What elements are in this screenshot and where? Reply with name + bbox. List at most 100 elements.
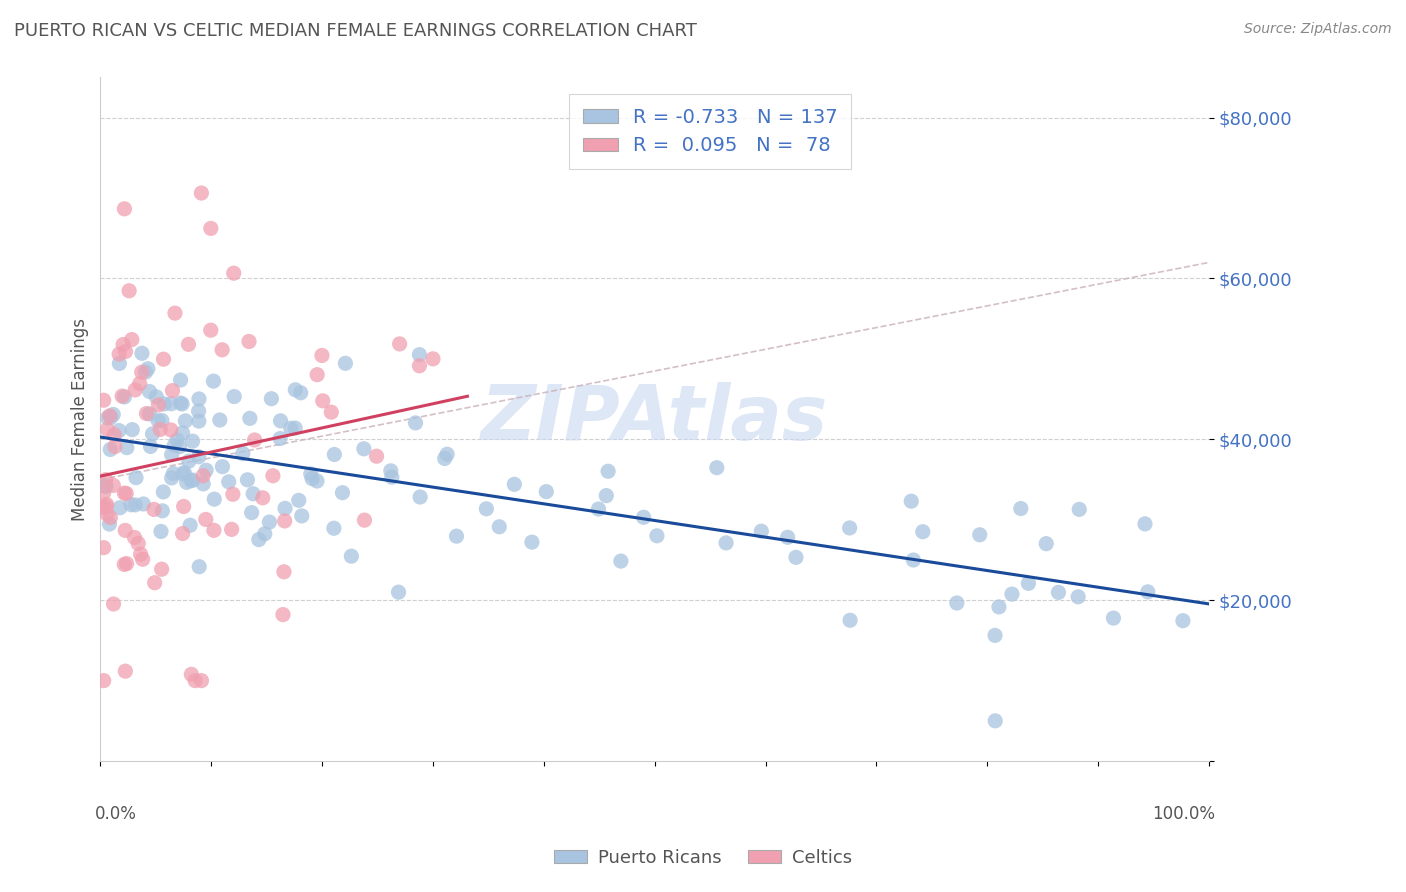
Point [900, 494, 922, 508]
Point [169, 440, 191, 454]
Point [129, 547, 152, 561]
Point [98, 442, 121, 457]
Point [503, 477, 526, 491]
Point [162, 467, 184, 481]
Point [200, 323, 222, 337]
Point [150, 562, 173, 576]
Point [1010, 501, 1032, 516]
Point [262, 468, 284, 483]
Point [1102, 611, 1125, 625]
Point [112, 202, 135, 216]
Text: PUERTO RICAN VS CELTIC MEDIAN FEMALE EARNINGS CORRELATION CHART: PUERTO RICAN VS CELTIC MEDIAN FEMALE EAR… [14, 22, 697, 40]
Point [135, 365, 157, 379]
Point [839, 613, 862, 627]
Point [323, 448, 346, 462]
Point [169, 396, 191, 410]
Point [714, 536, 737, 550]
Point [187, 450, 209, 464]
Point [108, 347, 131, 361]
Point [108, 500, 131, 515]
Point [94, 479, 117, 493]
Point [153, 397, 176, 411]
Point [353, 442, 375, 456]
Point [270, 414, 292, 428]
Point [132, 497, 155, 511]
Point [200, 221, 222, 235]
Point [1047, 585, 1070, 599]
Point [405, 416, 427, 430]
Point [260, 392, 283, 406]
Point [139, 440, 162, 454]
Point [103, 478, 125, 492]
Text: ZIPAtlas: ZIPAtlas [481, 383, 828, 456]
Point [1133, 516, 1156, 531]
Point [366, 449, 388, 463]
Point [181, 473, 204, 487]
Point [252, 491, 274, 505]
Point [1001, 587, 1024, 601]
Point [211, 343, 233, 357]
Point [984, 714, 1007, 728]
Point [433, 451, 456, 466]
Point [595, 489, 617, 503]
Point [290, 385, 312, 400]
Point [188, 392, 211, 406]
Point [610, 554, 633, 568]
Point [98, 409, 121, 423]
Point [301, 472, 323, 486]
Point [706, 460, 728, 475]
Point [114, 344, 136, 359]
Point [172, 467, 194, 481]
Point [191, 468, 214, 483]
Point [115, 557, 138, 571]
Point [194, 512, 217, 526]
Point [160, 448, 183, 462]
Point [124, 531, 146, 545]
Point [193, 476, 215, 491]
Point [149, 422, 172, 436]
Point [145, 390, 167, 404]
Point [312, 393, 335, 408]
Point [749, 524, 772, 539]
Point [124, 383, 146, 397]
Point [96, 498, 118, 512]
Point [162, 384, 184, 398]
Point [100, 410, 122, 425]
Point [208, 413, 231, 427]
Point [172, 526, 194, 541]
Point [128, 376, 150, 391]
Point [273, 565, 295, 579]
Point [169, 373, 191, 387]
Point [409, 490, 432, 504]
Point [353, 513, 375, 527]
Point [93, 393, 115, 408]
Point [340, 549, 363, 563]
Point [188, 559, 211, 574]
Point [177, 337, 200, 351]
Point [224, 390, 246, 404]
Point [172, 397, 194, 411]
Point [173, 500, 195, 514]
Point [259, 515, 281, 529]
Legend: Puerto Ricans, Celtics: Puerto Ricans, Celtics [547, 842, 859, 874]
Point [253, 526, 276, 541]
Point [121, 333, 143, 347]
Point [172, 425, 194, 440]
Point [239, 411, 262, 425]
Point [187, 404, 209, 418]
Point [114, 524, 136, 538]
Point [174, 414, 197, 428]
Point [112, 337, 135, 351]
Point [93, 673, 115, 688]
Legend: R = -0.733   N = 137, R =  0.095   N =  78: R = -0.733 N = 137, R = 0.095 N = 78 [569, 94, 852, 169]
Point [633, 510, 655, 524]
Point [93, 541, 115, 555]
Point [946, 596, 969, 610]
Point [96, 507, 118, 521]
Point [131, 552, 153, 566]
Point [112, 486, 135, 500]
Point [138, 384, 160, 399]
Point [135, 407, 157, 421]
Point [305, 474, 328, 488]
Point [446, 529, 468, 543]
